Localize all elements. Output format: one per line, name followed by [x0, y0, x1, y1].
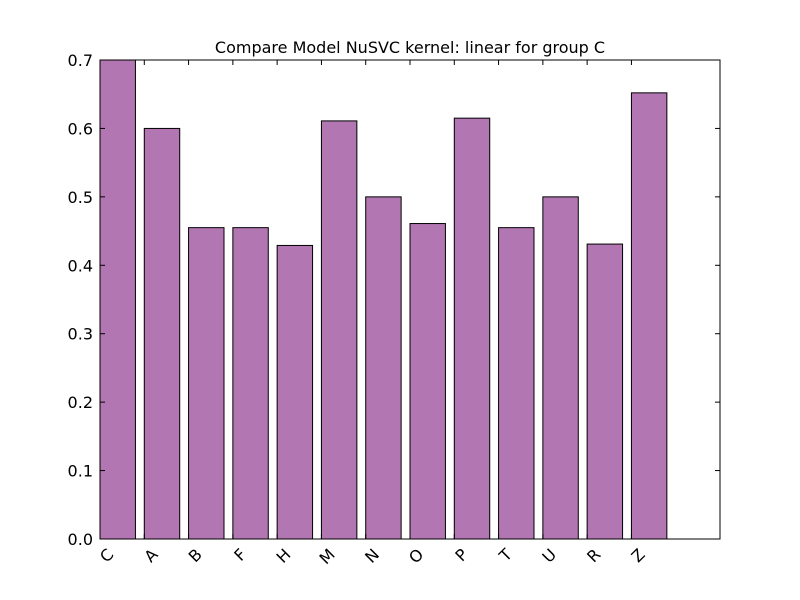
bar-R [586, 243, 624, 540]
y-tick-label: 0.2 [68, 393, 93, 412]
x-tick-label-M: M [316, 545, 339, 568]
y-tick-label: 0.6 [68, 119, 93, 138]
y-tick-labels: 0.0 0.1 0.2 0.3 0.4 0.5 0.6 0.7 [68, 51, 93, 549]
bar-H [276, 244, 314, 540]
x-tick-label-H: H [273, 545, 295, 567]
bar-F [232, 227, 269, 540]
x-tick-label-C: C [96, 545, 117, 566]
x-tick-label-Z: Z [628, 545, 649, 566]
bar-N [365, 196, 402, 540]
bar-P [453, 117, 491, 540]
bar-O [409, 223, 446, 540]
bar-C [99, 59, 136, 540]
x-tick-label-F: F [230, 545, 250, 565]
y-tick-label: 0.7 [68, 51, 93, 70]
x-tick-label-O: O [405, 545, 427, 567]
y-tick-label: 0.5 [68, 188, 93, 207]
bar-A [143, 127, 181, 540]
x-tick-label-T: T [495, 545, 516, 566]
y-tick-label: 0.1 [68, 462, 93, 481]
bar-Z [630, 92, 668, 540]
y-tick-label: 0.0 [68, 530, 93, 549]
y-tick-label: 0.4 [68, 256, 93, 275]
bar-U [542, 196, 579, 540]
x-tick-label-P: P [451, 545, 472, 566]
plot-frame [99, 59, 721, 540]
ticks-layer [99, 59, 720, 540]
x-tick-label-R: R [583, 545, 604, 566]
bar-M [320, 120, 358, 540]
x-tick-label-B: B [185, 545, 206, 566]
x-tick-label-U: U [538, 545, 560, 567]
bar-B [188, 227, 225, 540]
bars-layer [99, 59, 668, 540]
x-tick-label-A: A [140, 545, 161, 566]
chart-title: Compare Model NuSVC kernel: linear for g… [215, 38, 605, 57]
bar-T [498, 227, 535, 540]
x-tick-label-N: N [361, 545, 383, 567]
y-tick-label: 0.3 [68, 325, 93, 344]
